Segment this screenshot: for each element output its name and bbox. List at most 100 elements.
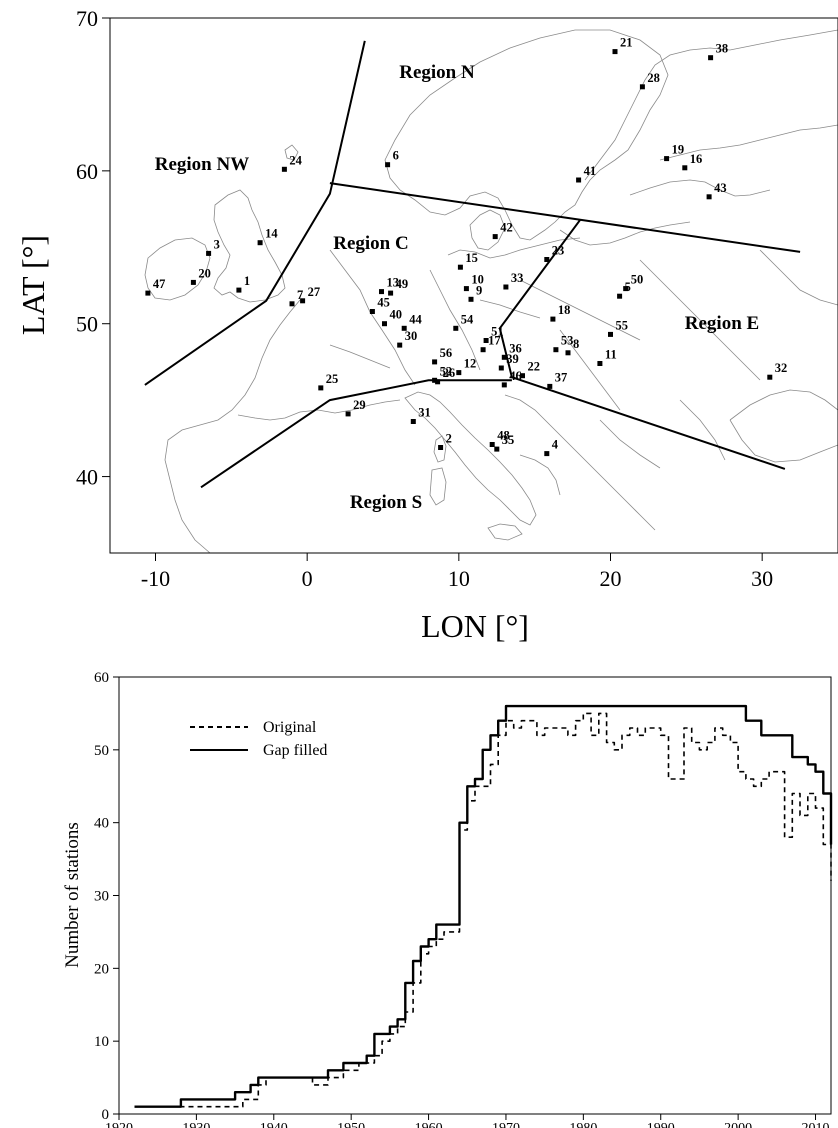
station-label-53: 53 xyxy=(561,334,574,348)
region-boundary-3 xyxy=(498,219,786,470)
station-marker-30 xyxy=(397,342,403,348)
map-y-tick-label: 50 xyxy=(76,312,98,337)
region-boundary-4 xyxy=(200,379,512,489)
station-label-23: 23 xyxy=(552,244,565,258)
station-marker-40 xyxy=(382,321,387,327)
station-marker-28 xyxy=(639,84,645,90)
station-marker-14 xyxy=(257,240,263,246)
station-label-1: 1 xyxy=(244,274,250,288)
region-label-c: Region C xyxy=(333,233,408,254)
station-marker-53 xyxy=(553,347,559,353)
map-y-tick-label: 40 xyxy=(76,465,98,490)
station-marker-3 xyxy=(206,250,212,256)
station-label-44: 44 xyxy=(409,312,422,326)
station-marker-56 xyxy=(432,359,438,365)
station-label-50: 50 xyxy=(631,273,644,287)
map-x-tick-label: 0 xyxy=(302,566,313,591)
station-marker-1 xyxy=(236,287,242,293)
line-y-tick-label: 10 xyxy=(94,1034,109,1050)
station-marker-46 xyxy=(501,382,507,388)
station-marker-45 xyxy=(369,309,375,314)
station-label-52: 52 xyxy=(440,364,453,378)
region-label-e: Region E xyxy=(685,313,759,334)
station-marker-27 xyxy=(300,298,306,304)
map-y-axis-title: LAT [°] xyxy=(15,235,51,335)
station-label-40: 40 xyxy=(390,308,403,322)
station-label-28: 28 xyxy=(647,71,660,85)
station-marker-16 xyxy=(682,165,688,171)
station-marker-23 xyxy=(544,257,550,262)
station-map: 1234567891011121314151617181920212223242… xyxy=(15,6,838,644)
station-label-11: 11 xyxy=(605,348,617,362)
station-marker-21 xyxy=(612,49,618,55)
station-label-29: 29 xyxy=(353,398,366,412)
station-marker-24 xyxy=(281,166,287,172)
station-marker-12 xyxy=(456,370,462,376)
station-label-17: 17 xyxy=(488,334,501,348)
station-label-22: 22 xyxy=(528,360,541,374)
station-label-18: 18 xyxy=(558,303,571,317)
map-x-tick-label: 30 xyxy=(751,566,773,591)
station-label-26: 26 xyxy=(443,366,456,380)
line-y-tick-label: 20 xyxy=(94,961,109,977)
station-marker-47 xyxy=(145,290,151,296)
map-y-ticks: 40 50 60 70 xyxy=(76,6,110,490)
station-label-46: 46 xyxy=(509,369,522,383)
station-marker-19 xyxy=(664,156,670,162)
line-y-tick-label: 0 xyxy=(102,1107,110,1123)
map-x-ticks: -10 0 10 20 30 xyxy=(141,553,773,591)
map-x-tick-label: -10 xyxy=(141,566,170,591)
line-y-axis-title: Number of stations xyxy=(62,822,83,968)
station-marker-22 xyxy=(520,373,525,379)
station-marker-5 xyxy=(617,293,623,299)
station-label-31: 31 xyxy=(418,406,431,420)
station-marker-33 xyxy=(503,284,509,290)
station-marker-55 xyxy=(608,331,613,337)
station-marker-9 xyxy=(468,296,474,302)
station-marker-31 xyxy=(410,419,416,424)
station-label-14: 14 xyxy=(265,227,278,241)
line-y-tick-label: 30 xyxy=(94,889,109,905)
station-label-49: 49 xyxy=(396,277,409,291)
station-label-56: 56 xyxy=(440,346,453,360)
station-marker-36 xyxy=(501,354,507,360)
station-label-27: 27 xyxy=(308,285,321,299)
station-marker-38 xyxy=(708,55,714,61)
station-label-19: 19 xyxy=(672,143,685,157)
line-y-tick-label: 60 xyxy=(94,670,109,686)
map-x-tick-label: 20 xyxy=(600,566,622,591)
station-label-8: 8 xyxy=(573,337,579,351)
station-label-20: 20 xyxy=(198,266,211,280)
stations-line-chart: 1920193019401950196019701980199020002010… xyxy=(62,670,833,1128)
station-marker-41 xyxy=(576,177,582,183)
station-label-51: 51 xyxy=(491,325,504,339)
station-label-10: 10 xyxy=(471,273,484,287)
station-marker-32 xyxy=(767,374,773,380)
station-label-7: 7 xyxy=(297,288,303,302)
station-marker-11 xyxy=(597,361,603,366)
station-marker-25 xyxy=(318,385,324,391)
station-marker-48 xyxy=(489,442,495,447)
station-marker-17 xyxy=(480,347,486,353)
line-series-group xyxy=(134,704,833,1108)
station-label-45: 45 xyxy=(377,296,390,310)
map-x-axis-title: LON [°] xyxy=(421,608,529,644)
station-marker-51 xyxy=(483,338,489,343)
station-label-24: 24 xyxy=(289,153,302,167)
station-marker-54 xyxy=(453,325,459,331)
station-label-25: 25 xyxy=(326,372,339,386)
region-label-s: Region S xyxy=(350,492,422,513)
station-label-13: 13 xyxy=(387,276,400,290)
station-label-2: 2 xyxy=(446,432,452,446)
station-marker-2 xyxy=(438,445,444,450)
station-label-6: 6 xyxy=(393,149,399,163)
line-x-tick-label: 1930 xyxy=(182,1121,210,1128)
station-marker-8 xyxy=(565,350,571,356)
station-marker-39 xyxy=(498,365,504,371)
station-marker-18 xyxy=(550,316,556,322)
line-x-tick-label: 2010 xyxy=(802,1121,830,1128)
station-label-3: 3 xyxy=(214,237,220,251)
station-label-54: 54 xyxy=(461,312,474,326)
